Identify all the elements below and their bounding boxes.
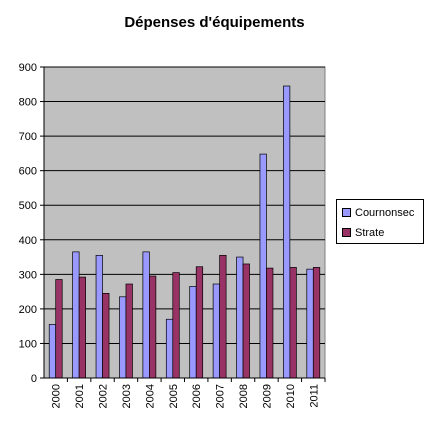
legend-item-cournonsec: Cournonsec: [342, 206, 414, 220]
bar-strate-2008: [242, 263, 250, 379]
x-tick-label: 2006: [191, 384, 203, 408]
x-tick-label: 2011: [308, 384, 320, 408]
x-tick-label: 2005: [168, 384, 180, 408]
bar-strate-2011: [312, 267, 321, 379]
bar-strate-2004: [149, 275, 157, 379]
bar-strate-2002: [102, 292, 110, 379]
legend-swatch-cournonsec: [342, 207, 351, 217]
x-tick-label: 2000: [51, 384, 63, 408]
bar-cournonsec-2008: [236, 256, 244, 379]
x-tick-label: 2007: [215, 384, 227, 408]
x-tick-label: 2004: [144, 384, 156, 408]
bars: [48, 85, 321, 379]
bar-cournonsec-2005: [165, 318, 174, 379]
bar-strate-2010: [289, 267, 297, 379]
x-tick-label: 2010: [285, 384, 297, 408]
y-axis-ticks: 0 100 200 300 400 500 600 700 800 900: [19, 62, 44, 385]
y-tick-label: 900: [19, 62, 37, 74]
x-tick-label: 2009: [261, 384, 273, 408]
bar-cournonsec-2001: [72, 251, 80, 379]
bar-cournonsec-2011: [306, 268, 314, 379]
bar-cournonsec-2007: [212, 283, 220, 379]
x-tick-label: 2008: [238, 384, 250, 408]
gridlines: [44, 66, 325, 344]
x-axis-ticks: 2000 2001 2002 2003 2004 2005 2006 2007 2008 2009…: [51, 378, 326, 408]
x-tick-label: 2002: [98, 384, 110, 408]
bar-strate-2000: [55, 279, 63, 379]
bar-cournonsec-2006: [189, 286, 197, 379]
x-tick-label: 2001: [74, 384, 86, 408]
legend-swatch-strate: [342, 227, 351, 237]
bar-cournonsec-2004: [142, 251, 150, 379]
y-tick-label: 0: [31, 373, 37, 385]
y-tick-label: 200: [19, 304, 37, 316]
bar-cournonsec-2000: [48, 324, 57, 379]
legend: Cournonsec Strate: [336, 199, 424, 244]
bar-cournonsec-2010: [283, 85, 291, 379]
bar-cournonsec-2002: [95, 254, 103, 379]
bar-strate-2003: [125, 283, 133, 379]
chart-title: Dépenses d'équipements: [124, 14, 305, 31]
y-tick-label: 800: [19, 97, 37, 109]
bar-strate-2005: [172, 272, 180, 379]
bar-strate-2001: [78, 276, 86, 379]
y-tick-label: 700: [19, 131, 37, 143]
y-tick-label: 600: [19, 166, 37, 178]
bar-cournonsec-2003: [119, 296, 127, 379]
legend-label-strate: Strate: [355, 227, 385, 239]
x-tick-label: 2003: [121, 384, 133, 408]
bar-strate-2009: [266, 267, 274, 379]
bar-cournonsec-2009: [259, 153, 267, 379]
y-tick-label: 400: [19, 235, 37, 247]
bar-strate-2006: [195, 266, 204, 379]
legend-item-strate: Strate: [342, 226, 384, 240]
plot-area: [43, 66, 326, 379]
y-tick-label: 100: [19, 338, 37, 350]
bar-strate-2007: [219, 254, 227, 379]
y-tick-label: 500: [19, 200, 37, 212]
legend-label-cournonsec: Cournonsec: [355, 207, 415, 219]
y-tick-label: 300: [19, 269, 37, 281]
